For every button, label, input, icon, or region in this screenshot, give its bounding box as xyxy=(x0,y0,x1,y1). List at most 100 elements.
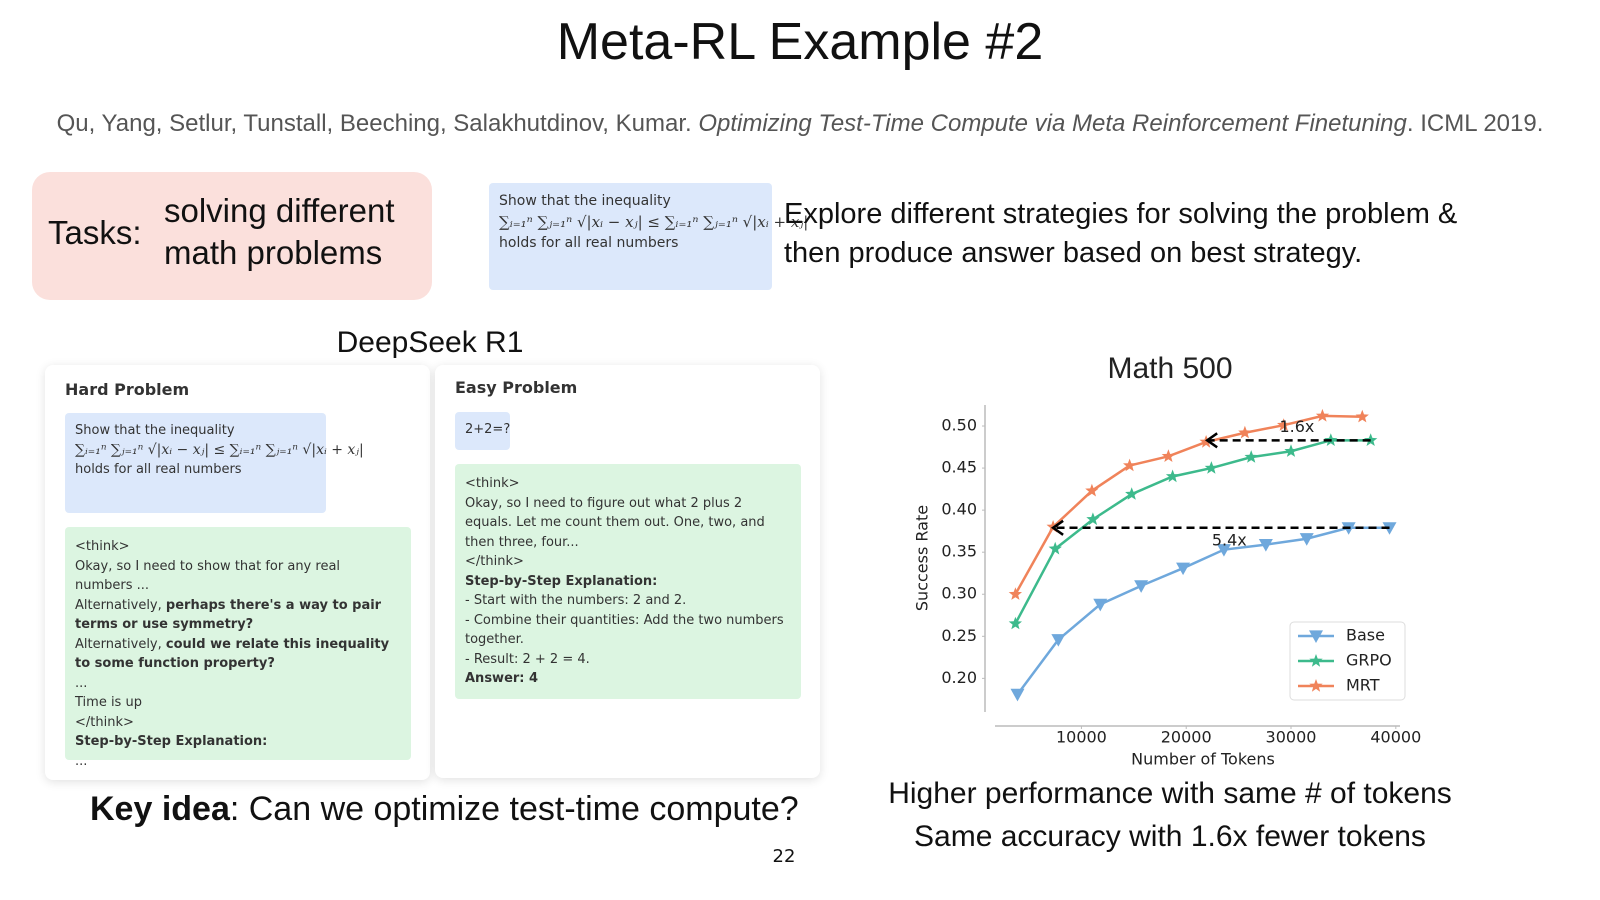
explore-text: Explore different strategies for solving… xyxy=(784,195,1457,273)
think-line: Step-by-Step Explanation: xyxy=(75,732,401,752)
think-box: <think> Okay, so I need to figure out wha… xyxy=(455,464,801,699)
point xyxy=(1085,483,1099,497)
y-tick-label: 0.40 xyxy=(941,500,977,519)
think-line: Alternatively, could we relate this ineq… xyxy=(75,635,401,674)
y-tick-label: 0.20 xyxy=(941,668,977,687)
think-box: <think> Okay, so I need to show that for … xyxy=(65,527,411,769)
point xyxy=(1277,418,1291,431)
key-idea: Key idea: Can we optimize test-time comp… xyxy=(90,790,799,829)
y-tick-label: 0.45 xyxy=(941,458,977,477)
tasks-box: Tasks: solving different math problems xyxy=(32,172,432,300)
problem-intro: Show that the inequality xyxy=(75,423,235,438)
chart: Math 500 0.20 0.25 0.30 0.35 0.40 0.45 0.50 1000… xyxy=(913,352,1422,769)
think-line: Time is up xyxy=(75,693,401,713)
point xyxy=(1204,461,1218,474)
caption-line: Higher performance with same # of tokens xyxy=(888,777,1452,810)
problem-outro: holds for all real numbers xyxy=(75,462,242,477)
arrow-label: 1.6x xyxy=(1279,417,1314,436)
y-tick-label: 0.50 xyxy=(941,416,977,435)
authors: Qu, Yang, Setlur, Tunstall, Beeching, Sa… xyxy=(56,110,692,137)
think-text: could we relate this inequality to some … xyxy=(75,636,390,672)
point xyxy=(1051,634,1066,647)
think-text: - Start with the numbers: 2 and 2. xyxy=(465,593,687,608)
y-tick-label: 0.30 xyxy=(941,584,977,603)
point xyxy=(1299,533,1314,546)
x-tick-label: 30000 xyxy=(1266,728,1317,747)
tasks-line: math problems xyxy=(164,234,383,271)
point xyxy=(1216,544,1231,557)
point xyxy=(1199,435,1213,448)
think-text: Answer: 4 xyxy=(465,671,539,686)
point xyxy=(1086,512,1100,526)
card-heading: Easy Problem xyxy=(455,378,578,397)
key-idea-label: Key idea xyxy=(90,790,230,828)
legend-marker xyxy=(1309,630,1323,643)
point xyxy=(1244,450,1258,463)
chart-title: Math 500 xyxy=(1107,352,1232,385)
think-text: - Result: 2 + 2 = 4. xyxy=(465,651,590,667)
problem-box: Show that the inequality ∑ᵢ₌₁ⁿ ∑ⱼ₌₁ⁿ √|x… xyxy=(489,183,808,290)
caption-line: Same accuracy with 1.6x fewer tokens xyxy=(914,820,1426,853)
think-text: Step-by-Step Explanation: xyxy=(465,573,658,589)
legend-label: GRPO xyxy=(1346,651,1392,670)
point xyxy=(1008,587,1022,600)
citation: Qu, Yang, Setlur, Tunstall, Beeching, Sa… xyxy=(0,110,1600,138)
think-text: </think> xyxy=(75,714,134,730)
slide-title: Meta-RL Example #2 xyxy=(556,13,1044,71)
think-line: Okay, so I need to show that for any rea… xyxy=(75,557,401,596)
legend-marker xyxy=(1309,679,1323,692)
point xyxy=(1134,580,1149,593)
problem-box: Show that the inequality ∑ᵢ₌₁ⁿ ∑ⱼ₌₁ⁿ √|x… xyxy=(65,413,364,513)
think-text: Step-by-Step Explanation: xyxy=(75,734,268,749)
think-text: - Combine their quantities: Add the two … xyxy=(465,612,784,648)
x-tick-label: 20000 xyxy=(1161,728,1212,747)
think-text: perhaps there's a way to pair terms or u… xyxy=(75,597,382,633)
page-number: 22 xyxy=(772,846,796,867)
easy-card: Easy Problem 2+2=? <think> Okay, so I nee… xyxy=(435,365,820,778)
hard-card: Hard Problem Show that the inequality ∑ᵢ… xyxy=(45,365,430,780)
point xyxy=(1165,469,1180,483)
think-text: Okay, so I need to figure out what 2 plu… xyxy=(465,495,765,550)
think-line: Okay, so I need to figure out what 2 plu… xyxy=(465,494,791,553)
point xyxy=(1382,522,1397,535)
think-line: <think> xyxy=(75,537,401,557)
y-axis-label: Success Rate xyxy=(913,505,932,611)
think-text: ... xyxy=(75,675,88,691)
think-line: </think> xyxy=(75,713,401,733)
point xyxy=(1048,541,1062,555)
y-tick-label: 0.35 xyxy=(941,542,977,561)
think-line: - Start with the numbers: 2 and 2. xyxy=(465,591,791,611)
point xyxy=(1008,616,1022,630)
think-text: Alternatively, xyxy=(75,636,166,652)
think-text: Alternatively, xyxy=(75,597,166,613)
think-line: </think> xyxy=(465,552,791,572)
think-line: - Combine their quantities: Add the two … xyxy=(465,611,791,650)
think-line: Alternatively, perhaps there's a way to … xyxy=(75,596,401,635)
think-text: Time is up xyxy=(75,695,142,710)
point xyxy=(1238,425,1252,439)
chart-caption: Higher performance with same # of tokens… xyxy=(860,772,1480,858)
x-tick-label: 10000 xyxy=(1056,728,1107,747)
arrow-label: 5.4x xyxy=(1212,530,1247,549)
deepseek-label: DeepSeek R1 xyxy=(336,326,524,359)
venue: . ICML 2019. xyxy=(1406,110,1544,137)
explore-line: then produce answer based on best strate… xyxy=(784,237,1363,269)
think-text: <think> xyxy=(75,539,130,554)
think-text: <think> xyxy=(465,476,520,491)
problem-box: 2+2=? xyxy=(455,412,510,450)
point xyxy=(1123,458,1137,472)
point xyxy=(1258,539,1273,552)
series-line xyxy=(1016,526,1390,696)
arrow-head xyxy=(1050,519,1064,536)
explore-line: Explore different strategies for solving… xyxy=(784,198,1458,230)
think-text: ... xyxy=(75,753,88,769)
think-text: </think> xyxy=(465,554,524,569)
point xyxy=(1093,598,1108,612)
point xyxy=(1355,409,1369,423)
key-idea-text: : Can we optimize test-time compute? xyxy=(229,790,799,828)
legend-marker xyxy=(1309,654,1323,667)
legend-label: Base xyxy=(1346,626,1385,645)
point xyxy=(1161,449,1176,462)
think-line: - Result: 2 + 2 = 4. xyxy=(465,650,791,670)
